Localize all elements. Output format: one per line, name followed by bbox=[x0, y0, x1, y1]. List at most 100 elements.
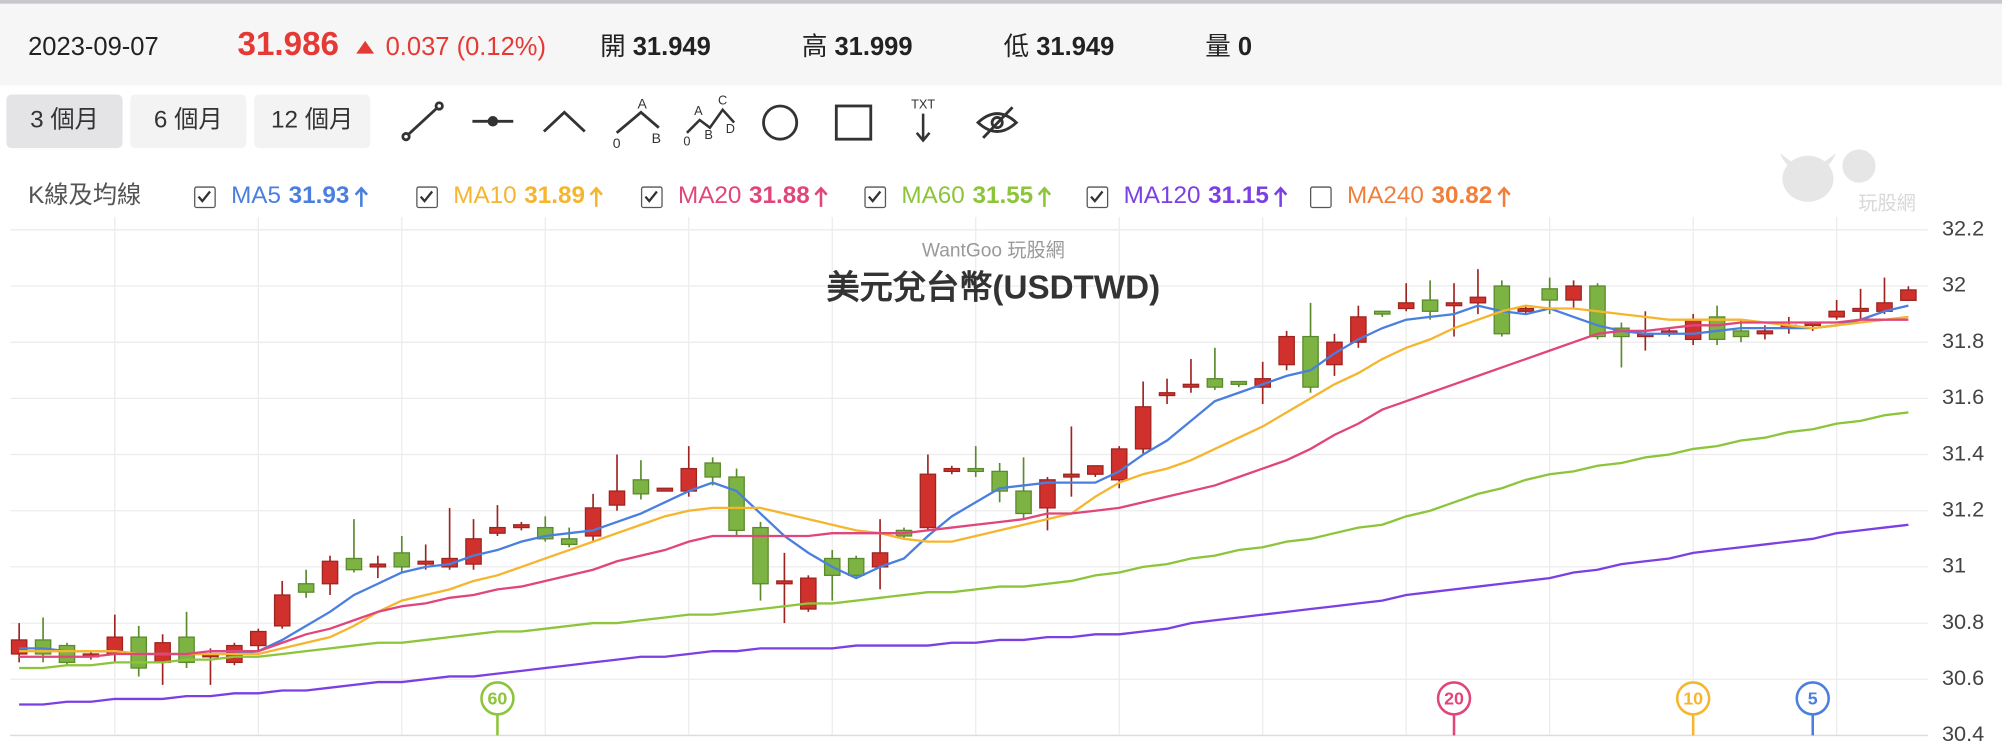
rect-tool[interactable] bbox=[834, 104, 873, 141]
candle-body bbox=[1756, 330, 1774, 335]
chart: WantGoo 玩股網 美元兌台幣(USDTWD) 30.4 30.6 30.8 31… bbox=[10, 217, 1984, 746]
legend-value: 31.93 bbox=[288, 182, 350, 210]
range-button[interactable]: 3 個月 bbox=[6, 94, 123, 149]
legend-arrow bbox=[353, 185, 368, 208]
range-button[interactable]: 12 個月 bbox=[254, 94, 371, 149]
ma-line bbox=[19, 304, 1909, 656]
y-tick-label: 31.6 bbox=[1942, 384, 1984, 409]
up-arrow bbox=[1273, 186, 1288, 207]
quote-change: 0.037 (0.12%) bbox=[385, 33, 547, 62]
ma-line bbox=[19, 304, 1909, 656]
legend-checkbox[interactable] bbox=[416, 185, 438, 208]
candle-body bbox=[656, 487, 674, 492]
ma-line bbox=[19, 411, 1909, 670]
candle-body bbox=[369, 563, 387, 568]
hline-tool[interactable] bbox=[472, 116, 514, 127]
legend-value: 31.89 bbox=[524, 182, 586, 210]
checkmark bbox=[644, 190, 658, 203]
legend-item: MA10 31.89 bbox=[416, 180, 604, 213]
legend-checkbox[interactable] bbox=[640, 185, 663, 208]
y-tick-label: 31 bbox=[1942, 553, 1966, 578]
y-tick-label: 32 bbox=[1942, 272, 1966, 297]
legend-checkbox[interactable] bbox=[864, 185, 887, 208]
candle-body bbox=[321, 560, 339, 585]
candle-body bbox=[1087, 465, 1104, 475]
candle-body bbox=[513, 524, 530, 529]
candle-body bbox=[1541, 288, 1558, 301]
legend-arrow bbox=[1496, 185, 1511, 208]
legend-value: 31.15 bbox=[1208, 182, 1269, 210]
ma-line bbox=[19, 318, 1909, 658]
candle-body bbox=[752, 526, 769, 585]
stat-value: 0 bbox=[1237, 33, 1253, 62]
stat: 量 0 bbox=[1205, 29, 1252, 65]
candle-body bbox=[154, 642, 171, 664]
candle-body bbox=[680, 467, 698, 492]
up-arrow bbox=[354, 186, 368, 207]
quote-header: 2023-09-07 31.986 0.037 (0.12%) 開 31.949… bbox=[0, 3, 2002, 86]
tool-label: 0 bbox=[613, 135, 621, 151]
stat: 高 31.999 bbox=[802, 29, 913, 65]
candle-body bbox=[297, 583, 315, 593]
legend-arrow bbox=[814, 185, 829, 208]
legend-value: 31.55 bbox=[972, 182, 1034, 210]
candle-body bbox=[417, 560, 434, 565]
y-tick-label: 30.4 bbox=[1942, 721, 1984, 746]
abcd-tool[interactable]: A C 0 B D bbox=[683, 93, 736, 149]
abc-tool[interactable]: A 0 B bbox=[613, 96, 661, 152]
stat-value: 31.999 bbox=[834, 33, 913, 62]
candle-body bbox=[1469, 296, 1487, 304]
candle-body bbox=[1134, 406, 1152, 450]
candle-body bbox=[345, 557, 363, 571]
tool-label: TXT bbox=[911, 97, 935, 112]
up-arrow bbox=[589, 186, 604, 207]
angle-tool[interactable] bbox=[542, 110, 586, 133]
legend-title: K線及均線 bbox=[28, 182, 142, 210]
legend-checkbox[interactable] bbox=[1086, 185, 1109, 208]
legend-checkbox[interactable] bbox=[194, 185, 216, 208]
candle-body bbox=[1015, 490, 1032, 515]
legend-item: MA20 31.88 bbox=[640, 180, 829, 213]
checkmark bbox=[1090, 190, 1104, 203]
legend-name: MA20 bbox=[677, 182, 742, 210]
stat-value: 31.949 bbox=[632, 33, 711, 62]
quote-price: 31.986 bbox=[237, 24, 340, 63]
candle-body bbox=[393, 552, 411, 568]
ma-line bbox=[19, 523, 1909, 706]
candle-body bbox=[1684, 319, 1702, 341]
text-tool[interactable]: TXT bbox=[911, 97, 935, 143]
up-triangle bbox=[356, 40, 375, 54]
legend-item: MA60 31.55 bbox=[864, 180, 1052, 213]
y-tick-label: 30.8 bbox=[1942, 609, 1984, 634]
candle-body bbox=[776, 580, 793, 585]
period-label: 60 bbox=[488, 688, 508, 708]
candle-body bbox=[1732, 330, 1750, 338]
y-tick-label: 32.2 bbox=[1942, 217, 1984, 241]
candle-body bbox=[847, 557, 865, 576]
period-marker bbox=[1795, 681, 1830, 716]
stat: 低 31.949 bbox=[1004, 29, 1115, 65]
legend-name: MA240 bbox=[1347, 182, 1424, 210]
candle-body bbox=[1350, 316, 1367, 343]
y-tick-label: 31.2 bbox=[1942, 496, 1984, 521]
period-marker bbox=[1675, 681, 1711, 716]
line-tool[interactable] bbox=[401, 101, 444, 142]
tool-label: A bbox=[638, 96, 648, 112]
top-border bbox=[0, 0, 2002, 4]
candle-body bbox=[1421, 299, 1439, 312]
legend-name: MA5 bbox=[231, 182, 281, 210]
legend-item: MA240 30.82 bbox=[1309, 180, 1511, 213]
candle-body bbox=[178, 636, 195, 664]
candle-body bbox=[465, 538, 482, 565]
drawing-tools: A 0 B A C 0 B D TXT bbox=[401, 93, 1019, 152]
checkmark bbox=[867, 190, 882, 203]
tool-label: B bbox=[704, 127, 713, 142]
tool-label: D bbox=[726, 121, 735, 136]
legend-checkbox[interactable] bbox=[1309, 185, 1332, 208]
range-button[interactable]: 6 個月 bbox=[130, 94, 247, 149]
tool-label: A bbox=[694, 103, 703, 118]
stat-label: 低 bbox=[1003, 33, 1030, 62]
candle-body bbox=[728, 476, 745, 532]
hide-tool[interactable] bbox=[975, 106, 1019, 139]
circle-tool[interactable] bbox=[762, 104, 799, 141]
